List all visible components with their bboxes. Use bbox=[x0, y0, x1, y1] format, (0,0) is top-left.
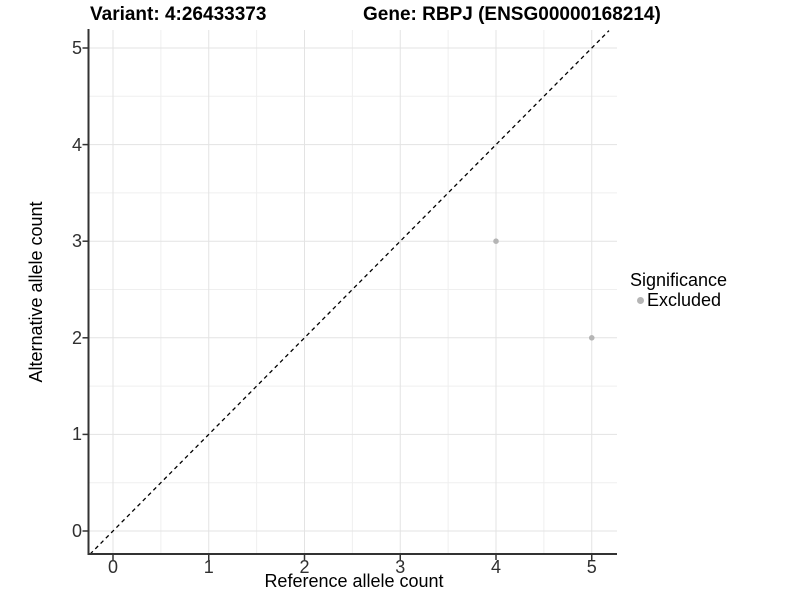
data-point bbox=[493, 238, 499, 244]
legend: Significance Excluded bbox=[630, 270, 727, 310]
legend-key-excluded: Excluded bbox=[630, 290, 727, 310]
data-point bbox=[588, 335, 595, 341]
legend-title: Significance bbox=[630, 270, 728, 290]
legend-point-icon bbox=[637, 296, 644, 304]
y-axis-label: Alternative allele count bbox=[26, 201, 46, 383]
x-tick-label: 4 bbox=[490, 557, 502, 577]
x-tick-label: 3 bbox=[395, 557, 406, 577]
y-tick-label: 2 bbox=[71, 327, 82, 348]
x-tick-label: 5 bbox=[586, 557, 597, 577]
x-tick-label: 1 bbox=[203, 557, 214, 577]
y-tick-label: 4 bbox=[71, 134, 82, 155]
plot-title-gene: Gene: RBPJ (ENSG00000168214) bbox=[363, 4, 661, 25]
x-tick-label: 2 bbox=[299, 557, 310, 577]
y-tick-label: 0 bbox=[71, 521, 82, 541]
y-tick-label: 5 bbox=[71, 38, 82, 58]
y-tick-label: 3 bbox=[71, 231, 82, 252]
identity-line bbox=[89, 30, 610, 555]
x-axis-label: Reference allele count bbox=[264, 571, 444, 591]
y-tick-label: 1 bbox=[71, 424, 82, 445]
x-tick-label: 0 bbox=[107, 557, 119, 577]
legend-label: Excluded bbox=[647, 290, 722, 310]
plot-title-variant: Variant: 4:26433373 bbox=[90, 4, 267, 25]
